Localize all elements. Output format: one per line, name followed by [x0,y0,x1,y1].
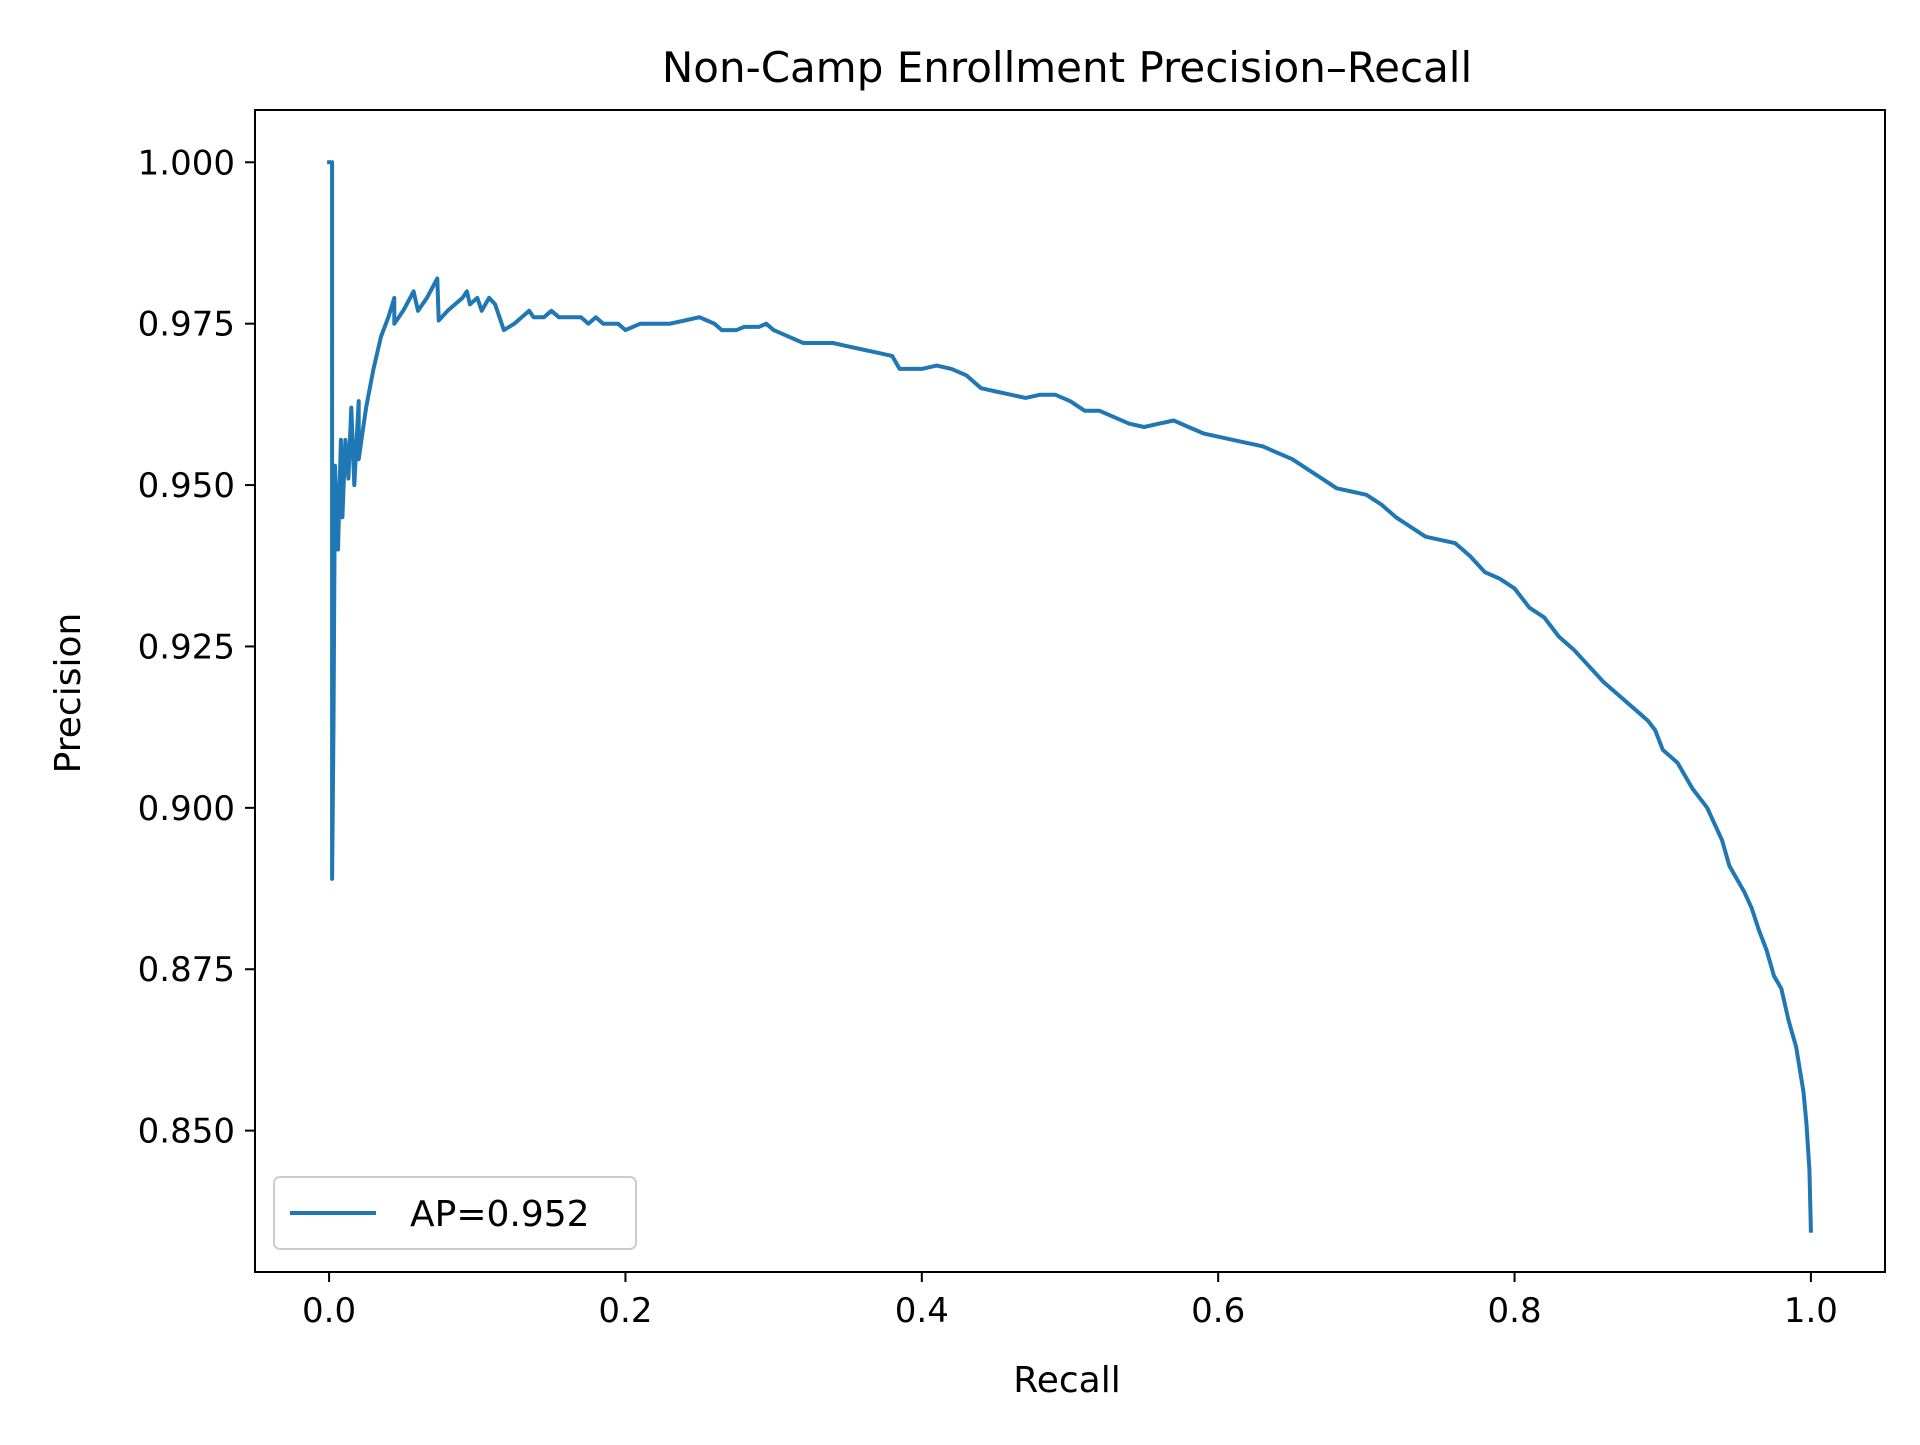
x-tick-label: 0.2 [598,1291,652,1331]
legend-box [273,1176,637,1250]
x-tick-label: 0.0 [302,1291,356,1331]
y-tick-label: 0.925 [138,627,235,667]
y-tick-label: 0.875 [138,950,235,990]
chart-title: Non-Camp Enrollment Precision–Recall [662,43,1472,92]
y-axis-label: Precision [48,613,89,774]
x-tick-label: 0.4 [895,1291,949,1331]
y-tick-label: 0.850 [138,1112,235,1152]
y-tick-label: 0.900 [138,789,235,829]
legend: AP=0.952 [273,1176,637,1250]
plot-frame [254,109,1886,1273]
x-axis-label: Recall [1013,1360,1120,1401]
series-layer [327,160,1813,1233]
legend-entry-label: AP=0.952 [410,1194,590,1235]
axis-ticks: 0.0 0.2 0.4 0.6 0.8 1.0 0.850 0.875 0.900 0.925 0.… [138,143,1838,1331]
y-tick-label: 1.000 [138,143,235,183]
y-tick-label: 0.975 [138,305,235,345]
x-tick-label: 0.6 [1191,1291,1245,1331]
y-tick-label: 0.950 [138,466,235,506]
x-tick-label: 1.0 [1784,1291,1838,1331]
x-tick-label: 0.8 [1488,1291,1542,1331]
series-line [327,160,1813,1233]
